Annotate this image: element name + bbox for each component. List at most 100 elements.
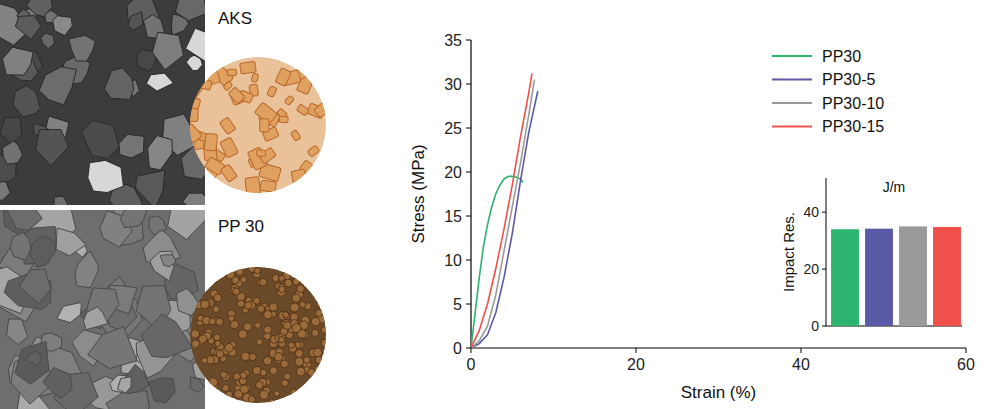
photo-grain (272, 274, 279, 281)
photo-grain (220, 371, 227, 378)
sem-particle (0, 118, 22, 145)
photo-label: PP 30 (218, 217, 264, 236)
photo (186, 264, 330, 406)
photo-grain (259, 278, 267, 286)
photo-grain (192, 340, 200, 348)
photo-grain (236, 268, 244, 276)
sem-particle (7, 319, 28, 345)
sem-particle (57, 302, 82, 322)
y-tick (466, 304, 471, 305)
photo-grain (279, 286, 286, 293)
photo-chip (220, 164, 237, 182)
sem-particle (2, 47, 33, 75)
photo-grain (290, 303, 299, 312)
y-tick-label: 25 (444, 120, 462, 137)
sem-particle (120, 210, 147, 228)
photo-chip (307, 145, 320, 157)
sem-particle (152, 32, 183, 70)
photo-grain (283, 312, 289, 318)
photo-grain (290, 269, 297, 276)
photo-grain (309, 275, 316, 282)
sem-particle (41, 33, 55, 49)
photo-grain (214, 294, 222, 302)
photo-grain (300, 279, 306, 285)
y-tick-label: 15 (444, 208, 462, 225)
photo-grain (222, 385, 229, 392)
photo-grain (284, 279, 292, 287)
x-tick (636, 348, 637, 353)
sem-particle (141, 314, 192, 358)
x-tick-label: 20 (627, 356, 645, 373)
sem-particle (148, 136, 173, 170)
y-tick (466, 172, 471, 173)
photo-grain (313, 348, 322, 357)
photo-chip (251, 73, 259, 82)
photo-chip (314, 101, 332, 118)
photo-chip (204, 133, 217, 151)
sem-particle (160, 255, 176, 267)
sem-particle (88, 160, 124, 192)
photo-chip (275, 68, 291, 87)
y-tick (466, 216, 471, 217)
photo-grain (264, 311, 272, 319)
inset-y-tick (822, 269, 826, 270)
sem-particle (56, 228, 86, 256)
photo-grain (199, 288, 207, 296)
photo-grain (202, 357, 208, 363)
legend-swatch (772, 55, 812, 57)
sem-particle (19, 269, 51, 303)
photo-chip (240, 61, 257, 74)
sem-particle (15, 341, 49, 384)
inset-y-tick (822, 326, 826, 327)
photo-chip (245, 177, 261, 198)
photo-grain (187, 388, 194, 395)
photo-grain (248, 396, 255, 403)
photo-grain (192, 376, 198, 382)
sem-particle (104, 68, 134, 100)
sem-particle (54, 196, 69, 205)
photo-chip (316, 74, 332, 91)
photo-grain (210, 276, 217, 283)
sem-particle (186, 55, 202, 70)
series-line (471, 73, 532, 348)
y-tick-label: 10 (444, 252, 462, 269)
series-group (471, 73, 538, 348)
photo-grain (233, 399, 240, 406)
photo-grain (190, 283, 198, 291)
photo-grain (281, 379, 288, 386)
legend-swatch (772, 126, 812, 128)
inset-y-axis (826, 178, 827, 326)
photo-background (190, 267, 326, 403)
sem-particle (119, 134, 144, 158)
photo-label: AKS (218, 9, 252, 28)
sem-background (0, 0, 205, 205)
photo-grain (297, 285, 305, 293)
sem-particle (36, 130, 69, 166)
photo-grain (221, 372, 230, 381)
photo-grain (233, 288, 240, 295)
photo-chip (219, 117, 236, 135)
photo-grain (189, 384, 197, 392)
photo-grain (209, 378, 218, 387)
photo-chip (267, 86, 277, 98)
x-tick-label: 0 (467, 356, 476, 373)
photo-grain (321, 327, 328, 334)
sem-particle (43, 368, 72, 399)
x-tick (966, 348, 967, 353)
axes: 020406005101520253035 (444, 32, 975, 374)
y-tick (466, 348, 471, 349)
x-axis (471, 347, 966, 348)
inset: 02040Impact Res.J/m (772, 170, 966, 338)
photo-grain (203, 384, 210, 391)
photo-grain (186, 363, 194, 371)
sem-particle (39, 67, 76, 105)
legend-label: PP30 (822, 48, 861, 65)
photo-grain (213, 306, 220, 313)
legend-label: PP30-10 (822, 95, 884, 112)
photo-grain (283, 322, 291, 330)
series-line (471, 91, 538, 348)
photo-grain (238, 330, 247, 339)
photo-chip (191, 98, 200, 110)
inset-y-tick-label: 20 (803, 261, 819, 277)
photo-grain (315, 309, 322, 316)
